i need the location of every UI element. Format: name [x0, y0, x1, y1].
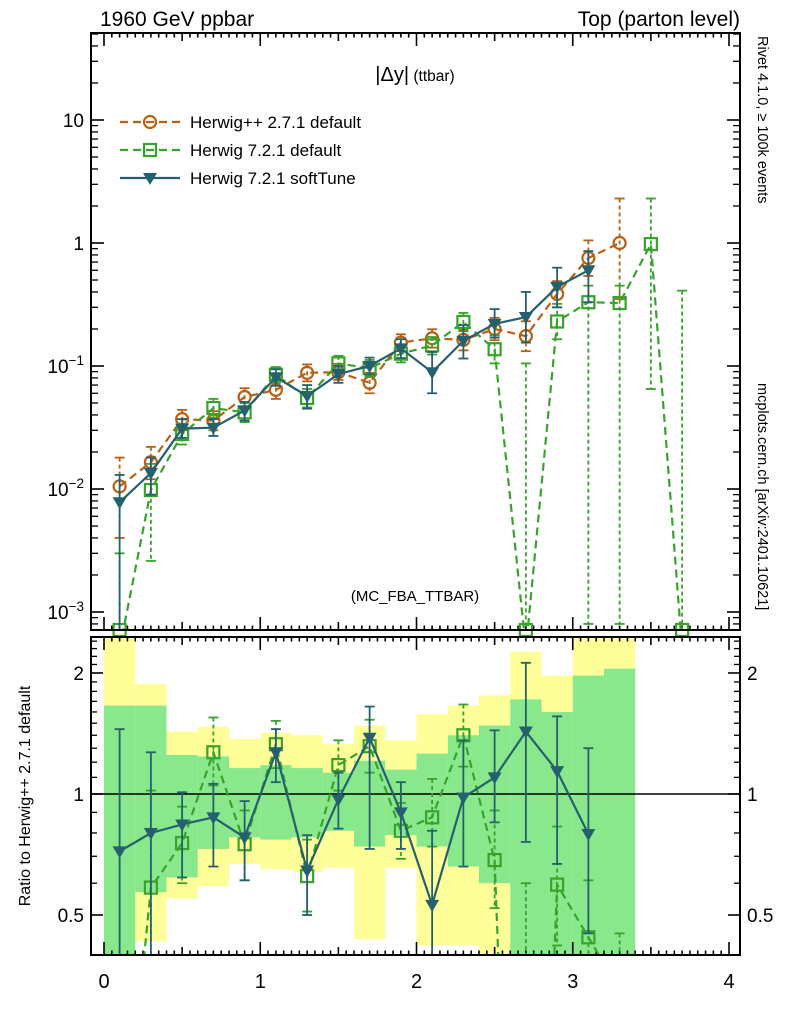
- x-tick-label: 3: [567, 971, 578, 993]
- y-tick-label: 1: [73, 234, 84, 255]
- data-point: [550, 766, 565, 779]
- series-line: [119, 729, 590, 909]
- data-point: [425, 899, 440, 912]
- y-tick-label: 10−2: [47, 476, 84, 501]
- data-point: [143, 467, 158, 480]
- band-inner: [604, 668, 636, 955]
- data-point: [487, 318, 502, 331]
- y-tick-label: 2: [73, 664, 84, 685]
- legend: Herwig++ 2.7.1 default Herwig 7.2.1 defau…: [120, 113, 361, 188]
- data-point: [612, 235, 627, 251]
- data-point: [331, 369, 346, 382]
- y-tick-label: 1: [747, 785, 758, 806]
- data-point: [206, 400, 221, 416]
- side-caption-rivet: Rivet 4.1.0, ≥ 100k events: [754, 36, 770, 204]
- y-tick-label: 0.5: [58, 906, 84, 927]
- data-point: [206, 422, 221, 435]
- y-tick-label: 2: [747, 664, 758, 685]
- data-point: [425, 367, 440, 380]
- data-point: [393, 807, 408, 820]
- data-point: [581, 829, 596, 842]
- ratio-axis-label: Ratio to Herwig++ 2.7.1 default: [17, 685, 34, 906]
- data-point: [331, 758, 346, 773]
- x-tick-label: 1: [255, 971, 266, 993]
- data-point: [612, 295, 627, 311]
- data-point: [518, 726, 533, 739]
- ratio-panel-frame: [90, 636, 741, 956]
- data-point: [550, 314, 565, 329]
- data-point: [581, 265, 596, 278]
- analysis-watermark: (MC_FBA_TTBAR): [351, 588, 479, 605]
- plot-title: |Δy| (ttbar): [375, 64, 454, 86]
- data-point: [142, 114, 158, 130]
- data-point: [112, 846, 127, 859]
- y-tick-label: 10: [63, 111, 84, 132]
- legend-item-2: Herwig 7.2.1 softTune: [120, 169, 356, 188]
- data-point: [518, 312, 533, 325]
- main-panel-frame: [90, 32, 741, 631]
- plot-title-process: (ttbar): [409, 68, 455, 85]
- data-point: [331, 794, 346, 807]
- data-point: [142, 142, 158, 158]
- legend-item-0: Herwig++ 2.7.1 default: [120, 113, 361, 132]
- legend-label: Herwig 7.2.1 softTune: [190, 169, 356, 188]
- plot-title-observable: |Δy|: [375, 64, 409, 86]
- chart-generated-content: 10 1 10−1 10−2 10−3 2 2 1 1 0.5 0.5 0 1 2 3 4 Herwig++ 2…: [47, 32, 773, 993]
- data-point: [300, 391, 315, 404]
- data-point: [175, 819, 190, 832]
- x-tick-label: 0: [98, 971, 109, 993]
- y-tick-label: 0.5: [747, 906, 773, 927]
- y-tick-label: 1: [73, 785, 84, 806]
- header-analysis: Top (parton level): [578, 8, 740, 31]
- data-point: [362, 361, 377, 373]
- data-point: [456, 335, 471, 348]
- data-point: [206, 812, 221, 825]
- axis-tick-labels: 10 1 10−1 10−2 10−3 2 2 1 1 0.5 0.5 0 1 2 3 4: [47, 111, 773, 993]
- data-point: [206, 745, 221, 760]
- x-tick-label: 4: [723, 971, 734, 993]
- data-point: [300, 865, 315, 878]
- y-tick-label: 10−3: [47, 599, 84, 624]
- data-point: [237, 405, 252, 418]
- data-point: [550, 877, 565, 892]
- data-point: [456, 792, 471, 805]
- data-point: [393, 343, 408, 356]
- main-series-herwig-7.2.1-softtune: [112, 250, 596, 630]
- data-point: [268, 372, 283, 385]
- data-point: [143, 173, 157, 185]
- header-beam-energy: 1960 GeV ppbar: [100, 8, 254, 31]
- data-point: [237, 832, 252, 845]
- data-point: [300, 365, 315, 380]
- data-point: [487, 772, 502, 785]
- data-point: [268, 747, 283, 760]
- data-point: [487, 342, 502, 357]
- data-point: [425, 810, 440, 825]
- band-inner: [291, 768, 323, 838]
- x-tick-label: 2: [411, 971, 422, 993]
- series-line: [118, 269, 589, 504]
- data-point: [487, 852, 502, 868]
- legend-item-1: Herwig 7.2.1 default: [120, 141, 341, 160]
- legend-label: Herwig 7.2.1 default: [190, 141, 341, 160]
- legend-label: Herwig++ 2.7.1 default: [190, 113, 361, 132]
- side-caption-mcplots: mcplots.cern.ch [arXiv:2401.10621]: [754, 383, 770, 610]
- data-point: [175, 423, 190, 436]
- data-point: [112, 497, 127, 510]
- data-point: [362, 732, 377, 745]
- y-tick-label: 10−1: [47, 353, 84, 378]
- ratio-series-herwig-7.2.1-softtune: [112, 661, 596, 955]
- data-point: [550, 281, 565, 294]
- data-point: [643, 236, 658, 252]
- data-point: [143, 827, 158, 840]
